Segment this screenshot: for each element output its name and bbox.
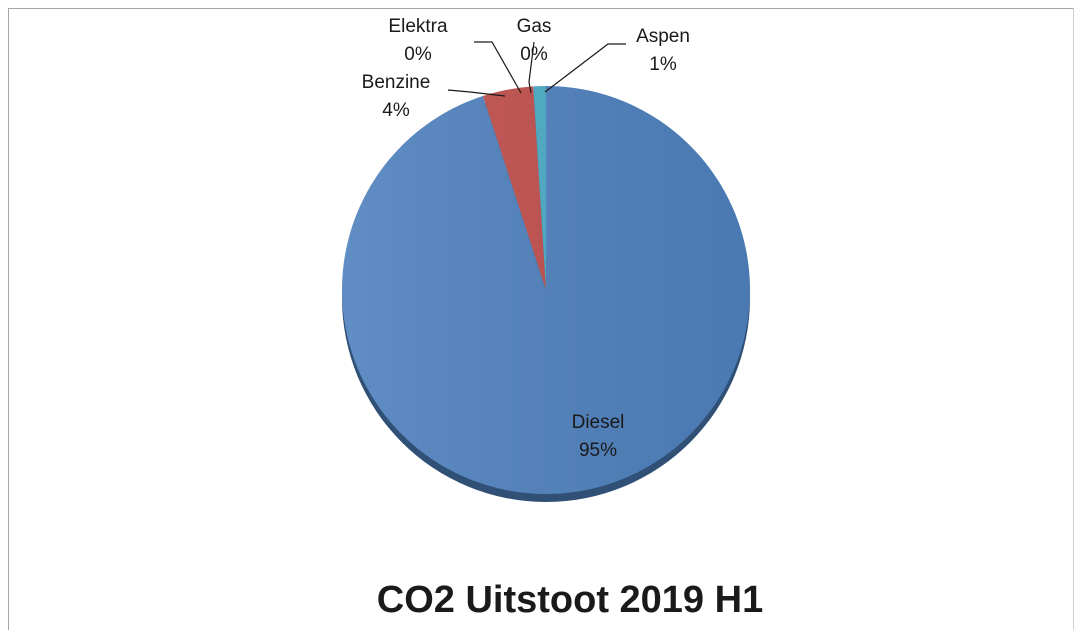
chart-title: CO2 Uitstoot 2019 H1 <box>377 579 763 621</box>
pie-sheen <box>342 86 750 494</box>
slice-name-diesel: Diesel <box>572 412 625 433</box>
leader-line-benzine <box>447 89 506 97</box>
leader-line-gas <box>528 41 535 94</box>
slice-percent-elektra: 0% <box>404 44 432 65</box>
slice-percent-aspen: 1% <box>649 54 677 75</box>
slice-name-elektra: Elektra <box>388 16 448 37</box>
pie-slices <box>342 86 751 502</box>
chart-frame <box>8 8 1074 630</box>
leader-line-elektra <box>474 41 522 94</box>
leader-lines <box>447 41 626 97</box>
slice-percent-gas: 0% <box>520 44 548 65</box>
slice-percent-diesel: 95% <box>579 440 617 461</box>
leader-line-aspen <box>544 43 626 93</box>
slice-name-gas: Gas <box>517 16 552 37</box>
slice-labels: Diesel 95% Benzine 4% Elektra 0% Gas 0% Aspen 1% <box>362 16 690 461</box>
slice-percent-benzine: 4% <box>382 100 410 121</box>
slice-name-benzine: Benzine <box>362 72 431 93</box>
slice-name-aspen: Aspen <box>636 26 690 47</box>
